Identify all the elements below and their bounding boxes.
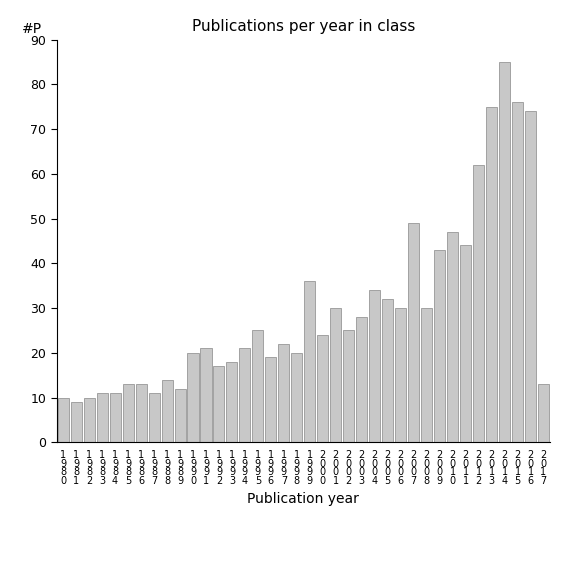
- Bar: [434, 250, 445, 442]
- Bar: [122, 384, 134, 442]
- Bar: [369, 290, 380, 442]
- Bar: [291, 353, 302, 442]
- Bar: [395, 308, 406, 442]
- Bar: [201, 348, 211, 442]
- Bar: [525, 111, 536, 442]
- Bar: [162, 380, 172, 442]
- Bar: [136, 384, 147, 442]
- Bar: [382, 299, 393, 442]
- Bar: [318, 335, 328, 442]
- Bar: [331, 308, 341, 442]
- Bar: [58, 397, 69, 442]
- Bar: [460, 246, 471, 442]
- Bar: [71, 402, 82, 442]
- Bar: [175, 388, 185, 442]
- Bar: [343, 331, 354, 442]
- Bar: [304, 281, 315, 442]
- Bar: [447, 232, 458, 442]
- Bar: [356, 317, 367, 442]
- Bar: [252, 331, 264, 442]
- Title: Publications per year in class: Publications per year in class: [192, 19, 415, 35]
- Bar: [188, 353, 198, 442]
- Bar: [408, 223, 419, 442]
- Text: #P: #P: [22, 22, 43, 36]
- Bar: [226, 362, 238, 442]
- Bar: [265, 357, 276, 442]
- Bar: [538, 384, 549, 442]
- Bar: [499, 62, 510, 442]
- Bar: [421, 308, 432, 442]
- Bar: [96, 393, 108, 442]
- Bar: [239, 348, 251, 442]
- Bar: [486, 107, 497, 442]
- Bar: [84, 397, 95, 442]
- Bar: [109, 393, 121, 442]
- Bar: [213, 366, 225, 442]
- Bar: [473, 165, 484, 442]
- Bar: [149, 393, 159, 442]
- X-axis label: Publication year: Publication year: [247, 492, 359, 506]
- Bar: [512, 102, 523, 442]
- Bar: [278, 344, 289, 442]
